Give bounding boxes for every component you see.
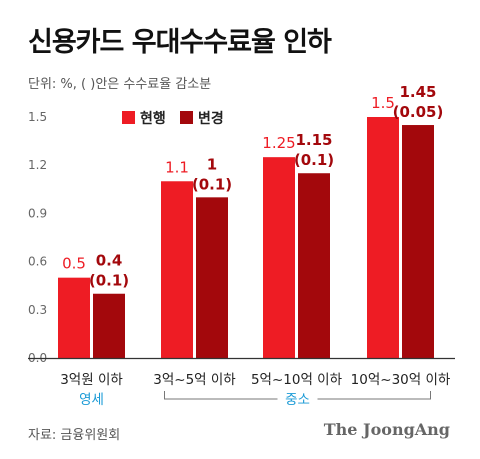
legend-swatch [122, 111, 135, 124]
category-groups: 영세 중소 [79, 391, 431, 408]
data-labels: 0.5 0.4(0.1)1.1 1(0.1)1.25 1.15(0.1)1.51.45… [62, 83, 443, 290]
legend-swatch [180, 111, 193, 124]
data-label-current: 1.25 [262, 134, 295, 152]
data-label-changed: 1.15 [295, 131, 332, 149]
data-label-current: 0.5 [62, 255, 86, 273]
bar-changed [196, 197, 228, 358]
x-category-label: 3억~5억 이하 [153, 372, 236, 388]
data-label-changed: 1.45 [399, 83, 436, 101]
data-label-current: 1.5 [371, 94, 395, 112]
bars [58, 117, 434, 359]
data-label-reduction: (0.1) [89, 272, 129, 290]
bar-changed [93, 293, 125, 358]
bar-current [367, 117, 399, 358]
y-tick-label: 0.6 [28, 255, 47, 269]
legend: 현행 변경 [122, 110, 224, 127]
x-category-label: 10억~30억 이하 [351, 372, 451, 388]
chart-title: 신용카드 우대수수료율 인하 [28, 27, 332, 58]
y-tick-label: 0.9 [28, 206, 47, 220]
x-category-label: 5억~10억 이하 [251, 372, 343, 388]
bar-changed [298, 173, 330, 358]
source-note: 자료: 금융위원회 [28, 428, 121, 443]
x-category-label: 3억원 이하 [60, 372, 123, 388]
data-label-current: 1.1 [165, 158, 189, 176]
y-tick-label: 0.3 [28, 303, 47, 317]
publisher-logo: The JoongAng [323, 420, 450, 439]
group-label-backdrop [277, 391, 318, 407]
y-axis-ticks: 1.51.20.90.60.30.0 [28, 110, 47, 365]
bar-current [161, 181, 193, 358]
data-label-reduction: (0.1) [192, 175, 232, 193]
data-label-reduction: (0.05) [393, 103, 444, 121]
group-label: 영세 [79, 392, 104, 408]
data-label-changed: 0.4 [96, 252, 123, 270]
data-label-reduction: (0.1) [294, 151, 334, 169]
x-axis: 3억원 이하 3억~5억 이하 5억~10억 이하 10억~30억 이하 [28, 357, 455, 388]
y-tick-label: 1.2 [28, 158, 47, 172]
bar-current [263, 157, 295, 358]
data-label-changed: 1 [207, 155, 217, 173]
bar-current [58, 277, 90, 358]
chart-unit-note: 단위: %, ( )안은 수수료율 감소분 [28, 77, 212, 92]
legend-label: 현행 [140, 111, 166, 127]
y-tick-label: 1.5 [28, 110, 47, 124]
group-label: 중소 [285, 392, 310, 408]
legend-label: 변경 [198, 110, 224, 127]
bar-changed [402, 125, 434, 359]
